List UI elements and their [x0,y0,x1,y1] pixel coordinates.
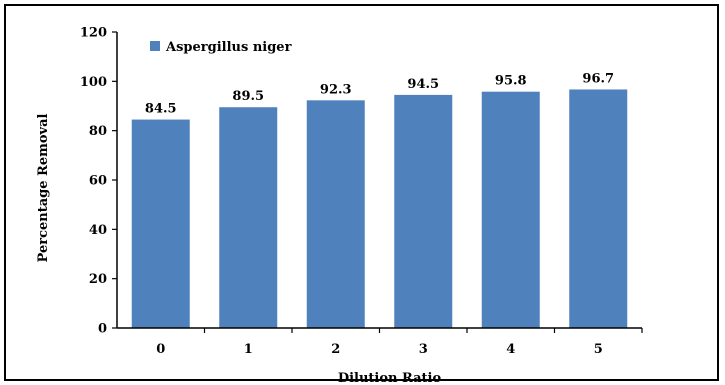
legend-swatch [150,41,160,51]
y-tick-label: 20 [89,272,107,287]
x-tick-label: 0 [156,342,165,357]
data-labels: 84.5 89.5 92.3 94.5 95.8 96.7 [145,71,614,116]
bar [481,91,540,329]
bar [131,119,190,328]
y-axis-ticks: 0 20 40 60 80 100 120 [80,26,117,337]
y-tick-label: 100 [80,75,107,90]
y-tick-label: 0 [98,322,107,337]
data-label: 95.8 [495,74,527,89]
x-axis-ticks: 0 1 2 3 4 5 [156,328,643,357]
bar [569,89,628,329]
x-tick-label: 2 [331,342,340,357]
x-tick-label: 4 [506,342,515,357]
x-axis-title: Dilution Ratio [338,371,442,385]
y-tick-label: 60 [89,174,107,189]
x-tick-label: 1 [244,342,253,357]
data-label: 96.7 [582,71,614,86]
data-label: 89.5 [232,89,264,104]
bar [394,94,453,329]
data-label: 94.5 [407,77,439,92]
bar [306,100,365,329]
bar-series [131,89,628,329]
data-label: 92.3 [320,82,352,97]
x-tick-label: 5 [594,342,603,357]
legend-label: Aspergillus niger [165,40,292,55]
legend: Aspergillus niger [150,40,292,55]
data-label: 84.5 [145,102,177,117]
y-axis-title: Percentage Removal [36,113,51,262]
y-tick-label: 80 [89,124,107,139]
y-tick-label: 120 [80,26,107,41]
y-tick-label: 40 [89,223,107,238]
x-tick-label: 3 [419,342,428,357]
bar [219,107,278,328]
